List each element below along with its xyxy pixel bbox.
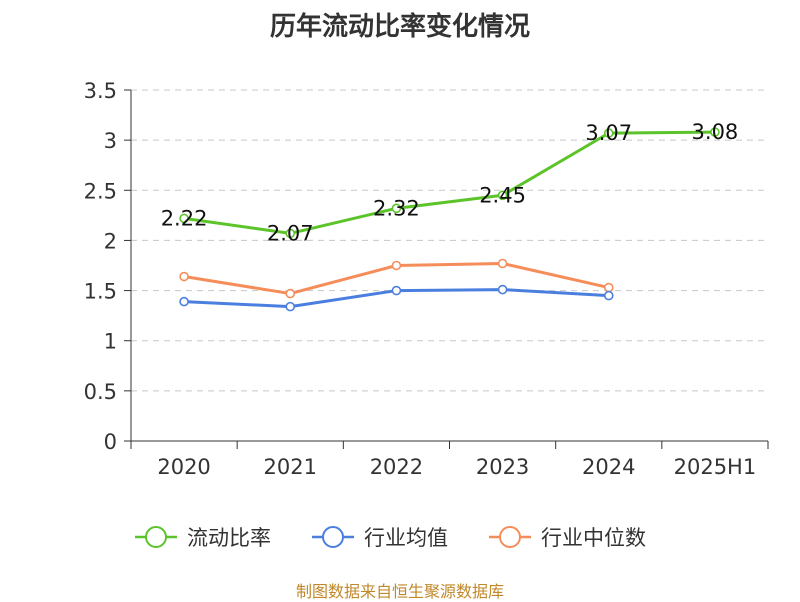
legend-item[interactable]: 行业均值: [312, 526, 448, 550]
data-point[interactable]: [603, 282, 614, 293]
y-tick-label: 3.5: [84, 79, 117, 103]
data-point[interactable]: [497, 190, 508, 201]
legend-label: 行业均值: [364, 526, 448, 550]
legend[interactable]: 流动比率 行业均值 行业中位数: [135, 526, 646, 550]
data-label: 2.22: [161, 206, 208, 230]
data-label: 2.07: [267, 221, 314, 245]
series-lines: [179, 127, 720, 312]
y-tick-label: 2: [104, 229, 117, 253]
legend-item[interactable]: 行业中位数: [489, 526, 646, 550]
x-tick-label: 2025H1: [674, 455, 757, 479]
legend-label: 流动比率: [187, 526, 271, 550]
x-tick-label: 2022: [370, 455, 423, 479]
series-line: [183, 130, 715, 235]
legend-item[interactable]: 流动比率: [135, 526, 271, 550]
data-point[interactable]: [603, 290, 614, 301]
source-note: 制图数据来自恒生聚源数据库: [295, 582, 504, 601]
legend-marker: [322, 526, 344, 548]
grid-lines: [131, 89, 768, 392]
y-tick-label: 1: [104, 330, 117, 354]
data-point[interactable]: [391, 285, 402, 296]
data-label: 2.32: [373, 196, 420, 220]
data-point[interactable]: [179, 213, 189, 224]
x-tick-label: 2024: [582, 455, 635, 479]
data-label: 3.08: [692, 120, 739, 144]
data-labels: 2.22 2.07 2.32 2.45 3.07 3.08: [161, 120, 739, 245]
x-tick-label: 2023: [476, 455, 529, 479]
data-label: 3.07: [585, 121, 632, 145]
x-tick-label: 2021: [264, 455, 317, 479]
legend-marker: [499, 526, 521, 548]
legend-label: 行业中位数: [541, 526, 646, 550]
legend-marker: [145, 526, 167, 548]
data-point[interactable]: [710, 127, 720, 137]
data-point[interactable]: [179, 271, 189, 282]
data-point[interactable]: [603, 128, 614, 138]
data-point[interactable]: [285, 288, 296, 299]
chart-title: 历年流动比率变化情况: [269, 12, 530, 42]
data-point[interactable]: [497, 284, 508, 295]
y-tick-label: 3: [104, 129, 117, 153]
data-point[interactable]: [391, 260, 402, 271]
axes: 0 0.5 1 1.5 2 2.5 3 3.5 2020 2021 2022 2023 2024 2025…: [84, 79, 769, 479]
data-point[interactable]: [285, 228, 296, 239]
y-tick-label: 2.5: [84, 179, 117, 203]
data-label: 2.45: [479, 183, 526, 207]
data-point[interactable]: [391, 203, 402, 214]
y-tick-label: 0.5: [84, 380, 117, 404]
data-point[interactable]: [285, 301, 296, 312]
data-point[interactable]: [179, 296, 189, 307]
x-tick-label: 2020: [157, 455, 210, 479]
y-tick-label: 0: [104, 430, 117, 454]
y-tick-label: 1.5: [84, 280, 117, 304]
data-point[interactable]: [497, 258, 508, 269]
